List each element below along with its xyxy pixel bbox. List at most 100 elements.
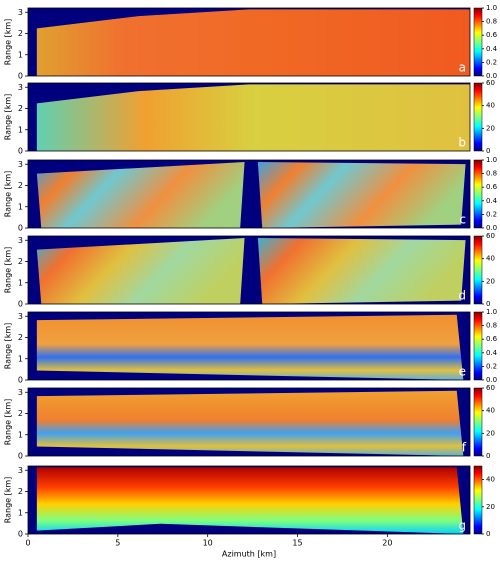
y-tick-label: 0 [18,300,23,309]
colorbar-tick-label: 1.0 [486,308,497,316]
heatmap-image [36,9,471,76]
colorbar-tick-label: 0 [486,300,490,308]
x-tick-label: 10 [203,539,213,548]
colorbar-tick-label: 20 [486,429,495,437]
colorbar-tick-label: 0.0 [486,376,497,384]
panel-label: c [459,213,466,227]
colorbar-tick-label: 0.4 [486,45,498,53]
colorbar-tick-label: 20 [486,277,495,285]
colorbar [473,311,483,381]
colorbar-tick-label: 20 [486,503,495,511]
heatmap-image [36,162,245,228]
plot-frame [27,311,471,381]
y-axis-label: Range [km] [4,19,13,66]
panel-label: g [458,519,466,533]
y-tick-label: 3 [18,388,23,397]
colorbar [473,387,483,457]
colorbar-tick-label: 0.6 [486,335,498,343]
plot-frame [27,159,471,229]
colorbar-tick-label: 0 [486,530,490,538]
panel-label: e [459,365,466,379]
colorbar-tick-label: 0.0 [486,224,497,232]
colorbar [473,159,483,229]
colorbar-tick-label: 1.0 [486,4,497,12]
y-tick-label: 3 [18,83,23,92]
y-axis-label: Range [km] [4,247,13,294]
y-tick-label: 0 [18,376,23,385]
plot-frame [27,387,471,457]
y-axis-label: Range [km] [4,323,13,370]
y-tick-label: 2 [18,257,23,266]
colorbar-tick-label: 0.8 [486,170,497,178]
x-tick-label: 15 [292,539,302,548]
heatmap-image [257,238,466,304]
y-axis-label: Range [km] [4,171,13,218]
x-tick-label: 5 [115,539,120,548]
y-tick-label: 2 [18,29,23,38]
y-tick-label: 1 [18,508,23,517]
colorbar-tick-label: 0.8 [486,18,497,26]
colorbar-tick-label: 0 [486,147,490,155]
plot-frame [27,235,471,305]
plot-frame [27,82,471,152]
heatmap-image [257,162,466,228]
panel-label: f [462,441,467,455]
y-tick-label: 2 [18,487,23,496]
y-tick-label: 1 [18,430,23,439]
y-axis-label: Range [km] [4,477,13,524]
heatmap-image [36,238,245,304]
colorbar [473,465,483,535]
y-tick-label: 3 [18,8,23,17]
colorbar-tick-label: 40 [486,102,495,110]
y-tick-label: 0 [18,147,23,156]
colorbar-tick-label: 40 [486,255,495,263]
y-tick-label: 2 [18,409,23,418]
panel-label: d [458,289,466,303]
colorbar-tick-label: 0.4 [486,349,498,357]
colorbar-tick-label: 0.6 [486,183,498,191]
colorbar-tick-label: 0.2 [486,58,497,66]
colorbar [473,82,483,152]
plot-frame [27,465,471,535]
colorbar-tick-label: 0.6 [486,31,498,39]
heatmap-image [36,314,464,380]
y-tick-label: 2 [18,181,23,190]
y-axis-label: Range [km] [4,399,13,446]
y-tick-label: 0 [18,224,23,233]
heatmap-image [36,467,464,534]
plot-frame [27,7,471,77]
y-tick-label: 3 [18,312,23,321]
colorbar-tick-label: 20 [486,124,495,132]
colorbar-tick-label: 0.8 [486,322,497,330]
x-tick-label: 0 [25,539,30,548]
panel-label: b [458,136,466,150]
y-tick-label: 1 [18,278,23,287]
colorbar-tick-label: 60 [486,232,495,240]
colorbar-tick-label: 0.2 [486,210,497,218]
x-tick-label: 20 [382,539,392,548]
y-tick-label: 0 [18,452,23,461]
colorbar-tick-label: 60 [486,384,495,392]
y-tick-label: 0 [18,72,23,81]
y-tick-label: 3 [18,160,23,169]
y-axis-label: Range [km] [4,94,13,141]
heatmap-image [36,390,464,456]
panel-label: a [459,61,466,75]
colorbar-tick-label: 1.0 [486,156,497,164]
colorbar [473,7,483,77]
y-tick-label: 1 [18,125,23,134]
y-tick-label: 1 [18,354,23,363]
y-tick-label: 2 [18,333,23,342]
y-tick-label: 3 [18,236,23,245]
y-tick-label: 0 [18,530,23,539]
y-tick-label: 1 [18,202,23,211]
heatmap-image [36,84,471,151]
colorbar-tick-label: 60 [486,79,495,87]
y-tick-label: 3 [18,466,23,475]
colorbar-tick-label: 40 [486,476,495,484]
x-axis-label: Azimuth [km] [222,550,276,559]
colorbar-tick-label: 0.0 [486,72,497,80]
colorbar-tick-label: 40 [486,407,495,415]
colorbar-tick-label: 0 [486,452,490,460]
